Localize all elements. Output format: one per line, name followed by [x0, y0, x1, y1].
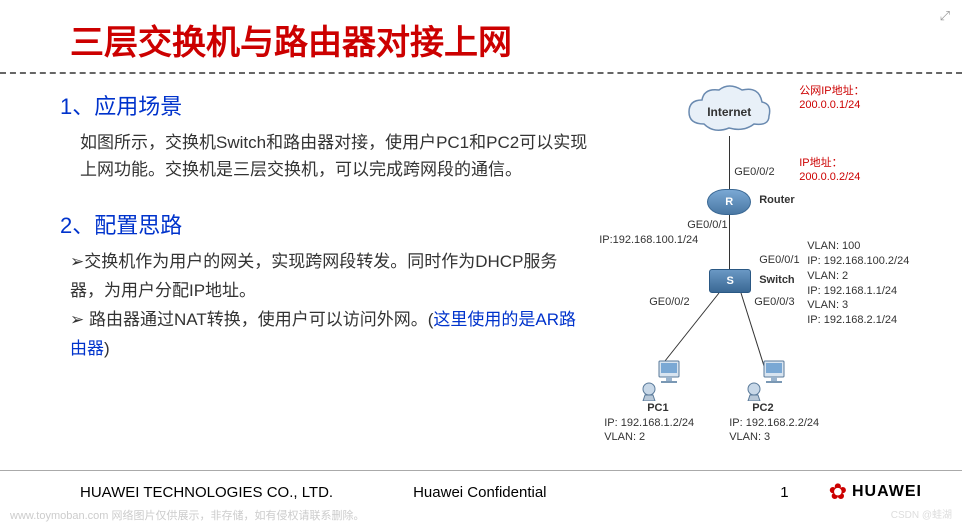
section1-heading: 1、应用场景 [60, 89, 589, 121]
footer-company: HUAWEI TECHNOLOGIES CO., LTD. [80, 484, 333, 501]
public-ip: 公网IP地址：200.0.0.1/24 [799, 84, 864, 113]
logo-icon: ✿ [829, 479, 847, 505]
port-switch-right: GE0/0/3 [754, 296, 794, 308]
fullscreen-icon[interactable]: ⤢ [940, 8, 950, 24]
slide-title: 三层交换机与路由器对接上网 [0, 0, 962, 64]
pc2-label: PC2 [752, 402, 773, 414]
bullet1: 交换机作为用户的网关，实现跨网段转发。同时作为DHCP服务器，为用户分配IP地址… [70, 252, 557, 300]
logo-text: HUAWEI [852, 483, 922, 501]
switch-name: Switch [759, 274, 794, 286]
pc1-info: IP: 192.168.1.2/24VLAN: 2 [604, 416, 694, 445]
section2-heading: 2、配置思路 [60, 208, 589, 240]
pc1-node [639, 359, 681, 401]
bullet2-post: ) [104, 339, 110, 358]
internet-cloud: Internet [684, 84, 774, 139]
huawei-logo: ✿ HUAWEI [829, 479, 922, 505]
router-node: R [707, 189, 751, 215]
port-switch-left: GE0/0/2 [649, 296, 689, 308]
port-switch-up: GE0/0/1 [759, 254, 799, 266]
pc2-info: IP: 192.168.2.2/24VLAN: 3 [729, 416, 819, 445]
port-router-up: GE0/0/2 [734, 166, 774, 178]
router-wan-ip: IP地址：200.0.0.2/24 [799, 156, 860, 185]
switch-node: S [709, 269, 751, 293]
vlan-block: VLAN: 100IP: 192.168.100.2/24 VLAN: 2IP:… [807, 239, 909, 328]
edge-internet-router [729, 136, 730, 189]
csdn-mark: CSDN @蛙湖 [891, 506, 952, 521]
network-diagram: Internet 公网IP地址：200.0.0.1/24 GE0/0/2 IP地… [589, 84, 942, 454]
internet-label: Internet [707, 105, 751, 119]
footer-confidential: Huawei Confidential [413, 484, 546, 501]
pc1-label: PC1 [647, 402, 668, 414]
port-router-down: GE0/0/1 [687, 219, 727, 231]
text-column: 1、应用场景 如图所示，交换机Switch和路由器对接，使用户PC1和PC2可以… [60, 84, 589, 454]
section1-body: 如图所示，交换机Switch和路由器对接，使用户PC1和PC2可以实现上网功能。… [80, 129, 589, 183]
section2-bullets: ➢交换机作为用户的网关，实现跨网段转发。同时作为DHCP服务器，为用户分配IP地… [70, 248, 589, 364]
footer: HUAWEI TECHNOLOGIES CO., LTD. Huawei Con… [0, 470, 962, 505]
router-name: Router [759, 194, 794, 206]
bullet2-pre: 路由器通过NAT转换，使用户可以访问外网。( [84, 310, 433, 329]
pc2-node [744, 359, 786, 401]
slide: ⤢ 三层交换机与路由器对接上网 1、应用场景 如图所示，交换机Switch和路由… [0, 0, 962, 525]
router-lan-ip: IP:192.168.100.1/24 [599, 234, 698, 246]
watermark: www.toymoban.com 网络图片仅供展示，非存储，如有侵权请联系删除。 [10, 507, 364, 523]
page-number: 1 [780, 484, 788, 501]
edge-router-switch [729, 215, 730, 269]
